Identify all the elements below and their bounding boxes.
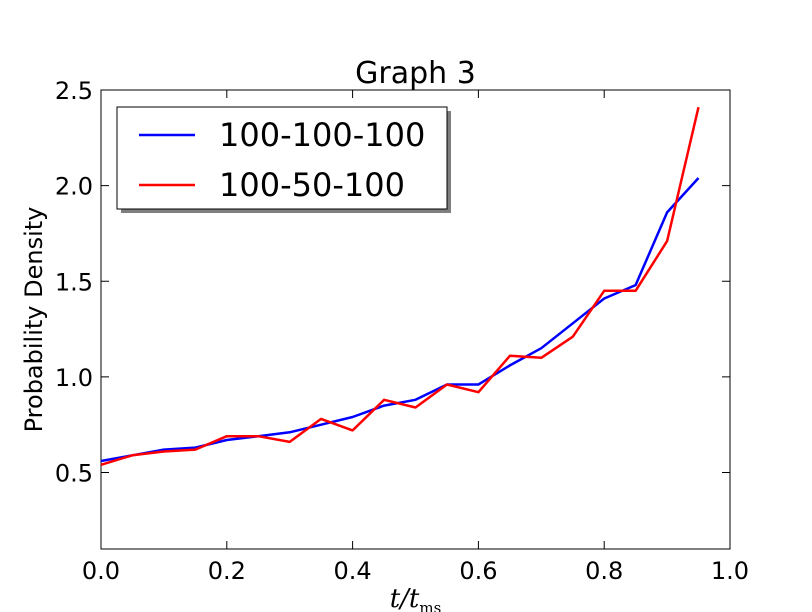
y-tick-label: 1.5 [55,268,93,296]
legend-label: 100-100-100 [219,116,425,154]
x-axis: 0.0 0.2 0.4 0.6 0.8 1.0 [82,90,749,585]
series-layer [100,106,700,466]
x-tick-label: 0.8 [585,557,623,585]
plot-area [100,89,731,550]
plot-frame [100,89,731,550]
x-axis-label: t/tms [390,584,442,612]
legend-box [116,106,448,210]
series-line [100,106,700,466]
y-tick-label: 0.5 [55,460,93,488]
x-axis-label-subscript: ms [419,599,441,612]
x-axis-label-main: t/t [390,584,420,612]
series-line [100,177,700,463]
x-tick-label: 1.0 [711,557,749,585]
x-tick-label: 0.2 [208,557,246,585]
x-tick-label: 0.4 [334,557,372,585]
x-tick-label: 0.6 [459,557,497,585]
legend-label: 100-50-100 [219,166,405,204]
y-tick-label: 1.0 [55,364,93,392]
y-tick-label: 2.5 [55,77,93,105]
legend: 100-100-100 100-50-100 [116,106,451,213]
x-tick-label: 0.0 [82,557,120,585]
y-tick-label: 2.0 [55,173,93,201]
y-axis-label: Probability Density [20,207,48,433]
chart-title: Graph 3 [355,56,476,91]
y-axis: 0.5 1.0 1.5 2.0 2.5 [55,77,730,488]
